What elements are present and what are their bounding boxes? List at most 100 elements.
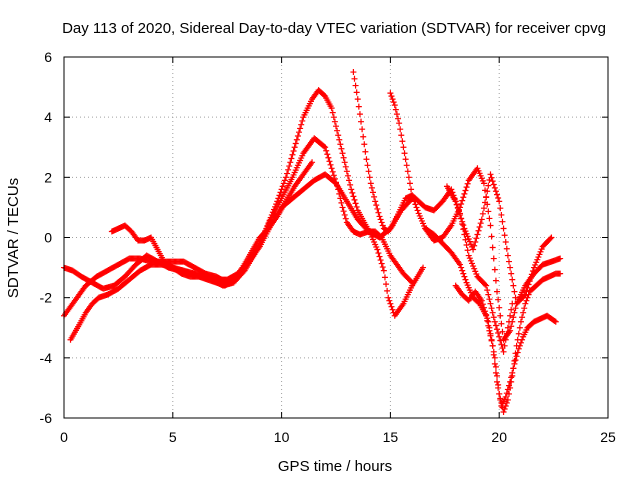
data-point: [453, 201, 460, 208]
data-point: [268, 211, 275, 218]
data-point: [321, 143, 328, 150]
data-point: [485, 208, 492, 215]
data-point: [502, 239, 509, 246]
data-point: [465, 252, 472, 259]
y-axis-label: SDTVAR / TECUs: [5, 178, 22, 298]
data-point: [374, 205, 381, 212]
data-point: [476, 223, 483, 230]
data-point: [492, 369, 499, 376]
data-point: [287, 159, 294, 166]
data-point: [557, 255, 564, 262]
data-point: [399, 138, 406, 145]
data-point: [507, 327, 514, 334]
data-point: [485, 318, 492, 325]
data-point: [551, 317, 558, 324]
data-point: [349, 189, 356, 196]
data-point: [513, 353, 520, 360]
data-point: [504, 252, 511, 259]
data-point: [473, 270, 480, 277]
data-point: [488, 336, 495, 343]
data-point: [495, 195, 502, 202]
data-point: [498, 341, 505, 348]
data-point: [377, 257, 384, 264]
data-point: [526, 278, 533, 285]
data-point: [512, 350, 519, 357]
data-point: [517, 339, 524, 346]
data-point: [479, 301, 486, 308]
data-point: [496, 333, 503, 340]
data-point: [293, 136, 300, 143]
x-tick-label: 15: [383, 429, 399, 445]
data-point: [339, 204, 346, 211]
y-tick-label: -2: [40, 290, 53, 306]
data-point: [471, 242, 478, 249]
data-point: [352, 200, 359, 207]
data-point: [491, 318, 498, 325]
data-point: [324, 151, 331, 158]
data-point: [497, 205, 504, 212]
data-point: [292, 140, 299, 147]
data-point: [328, 165, 335, 172]
data-point: [353, 89, 360, 96]
data-point: [285, 166, 292, 173]
y-tick-label: -6: [40, 410, 53, 426]
data-point: [494, 191, 501, 198]
data-point: [410, 195, 417, 202]
data-point: [494, 326, 501, 333]
data-point: [269, 209, 276, 216]
data-point: [335, 132, 342, 139]
data-point: [511, 309, 518, 316]
data-point: [480, 304, 487, 311]
data-point: [460, 270, 467, 277]
data-point: [372, 198, 379, 205]
data-point: [470, 246, 477, 253]
data-point: [522, 291, 529, 298]
data-point: [393, 111, 400, 118]
data-series-6: [387, 90, 564, 343]
data-point: [341, 159, 348, 166]
data-point: [323, 147, 330, 154]
data-series-4: [108, 159, 316, 289]
data-point: [470, 263, 477, 270]
data-point: [502, 393, 509, 400]
data-point: [460, 194, 467, 201]
data-point: [397, 126, 404, 133]
data-point: [346, 177, 353, 184]
data-point: [490, 255, 497, 262]
data-point: [505, 390, 512, 397]
data-point: [519, 314, 526, 321]
data-point: [402, 156, 409, 163]
data-point: [376, 253, 383, 260]
data-point: [461, 190, 468, 197]
data-point: [484, 188, 491, 195]
data-point: [380, 267, 387, 274]
y-tick-label: -4: [40, 350, 53, 366]
data-point: [495, 381, 502, 388]
x-axis-label: GPS time / hours: [278, 458, 392, 475]
data-point: [342, 215, 349, 222]
data-point: [414, 207, 421, 214]
data-point: [275, 195, 282, 202]
data-point: [326, 158, 333, 165]
data-point: [483, 282, 490, 289]
data-point: [361, 141, 368, 148]
data-point: [329, 168, 336, 175]
data-point: [507, 312, 514, 319]
data-point: [299, 117, 306, 124]
data-point: [348, 186, 355, 193]
data-point: [309, 159, 316, 166]
data-point: [521, 292, 528, 299]
data-point: [535, 254, 542, 261]
data-point: [338, 199, 345, 206]
data-point: [379, 222, 386, 229]
data-point: [466, 255, 473, 262]
data-point: [529, 267, 536, 274]
data-point: [517, 318, 524, 325]
data-point: [474, 231, 481, 238]
data-point: [490, 181, 497, 188]
data-point: [276, 192, 283, 199]
data-point: [462, 236, 469, 243]
data-point: [509, 372, 516, 379]
data-point: [501, 405, 508, 412]
data-point: [510, 282, 517, 289]
